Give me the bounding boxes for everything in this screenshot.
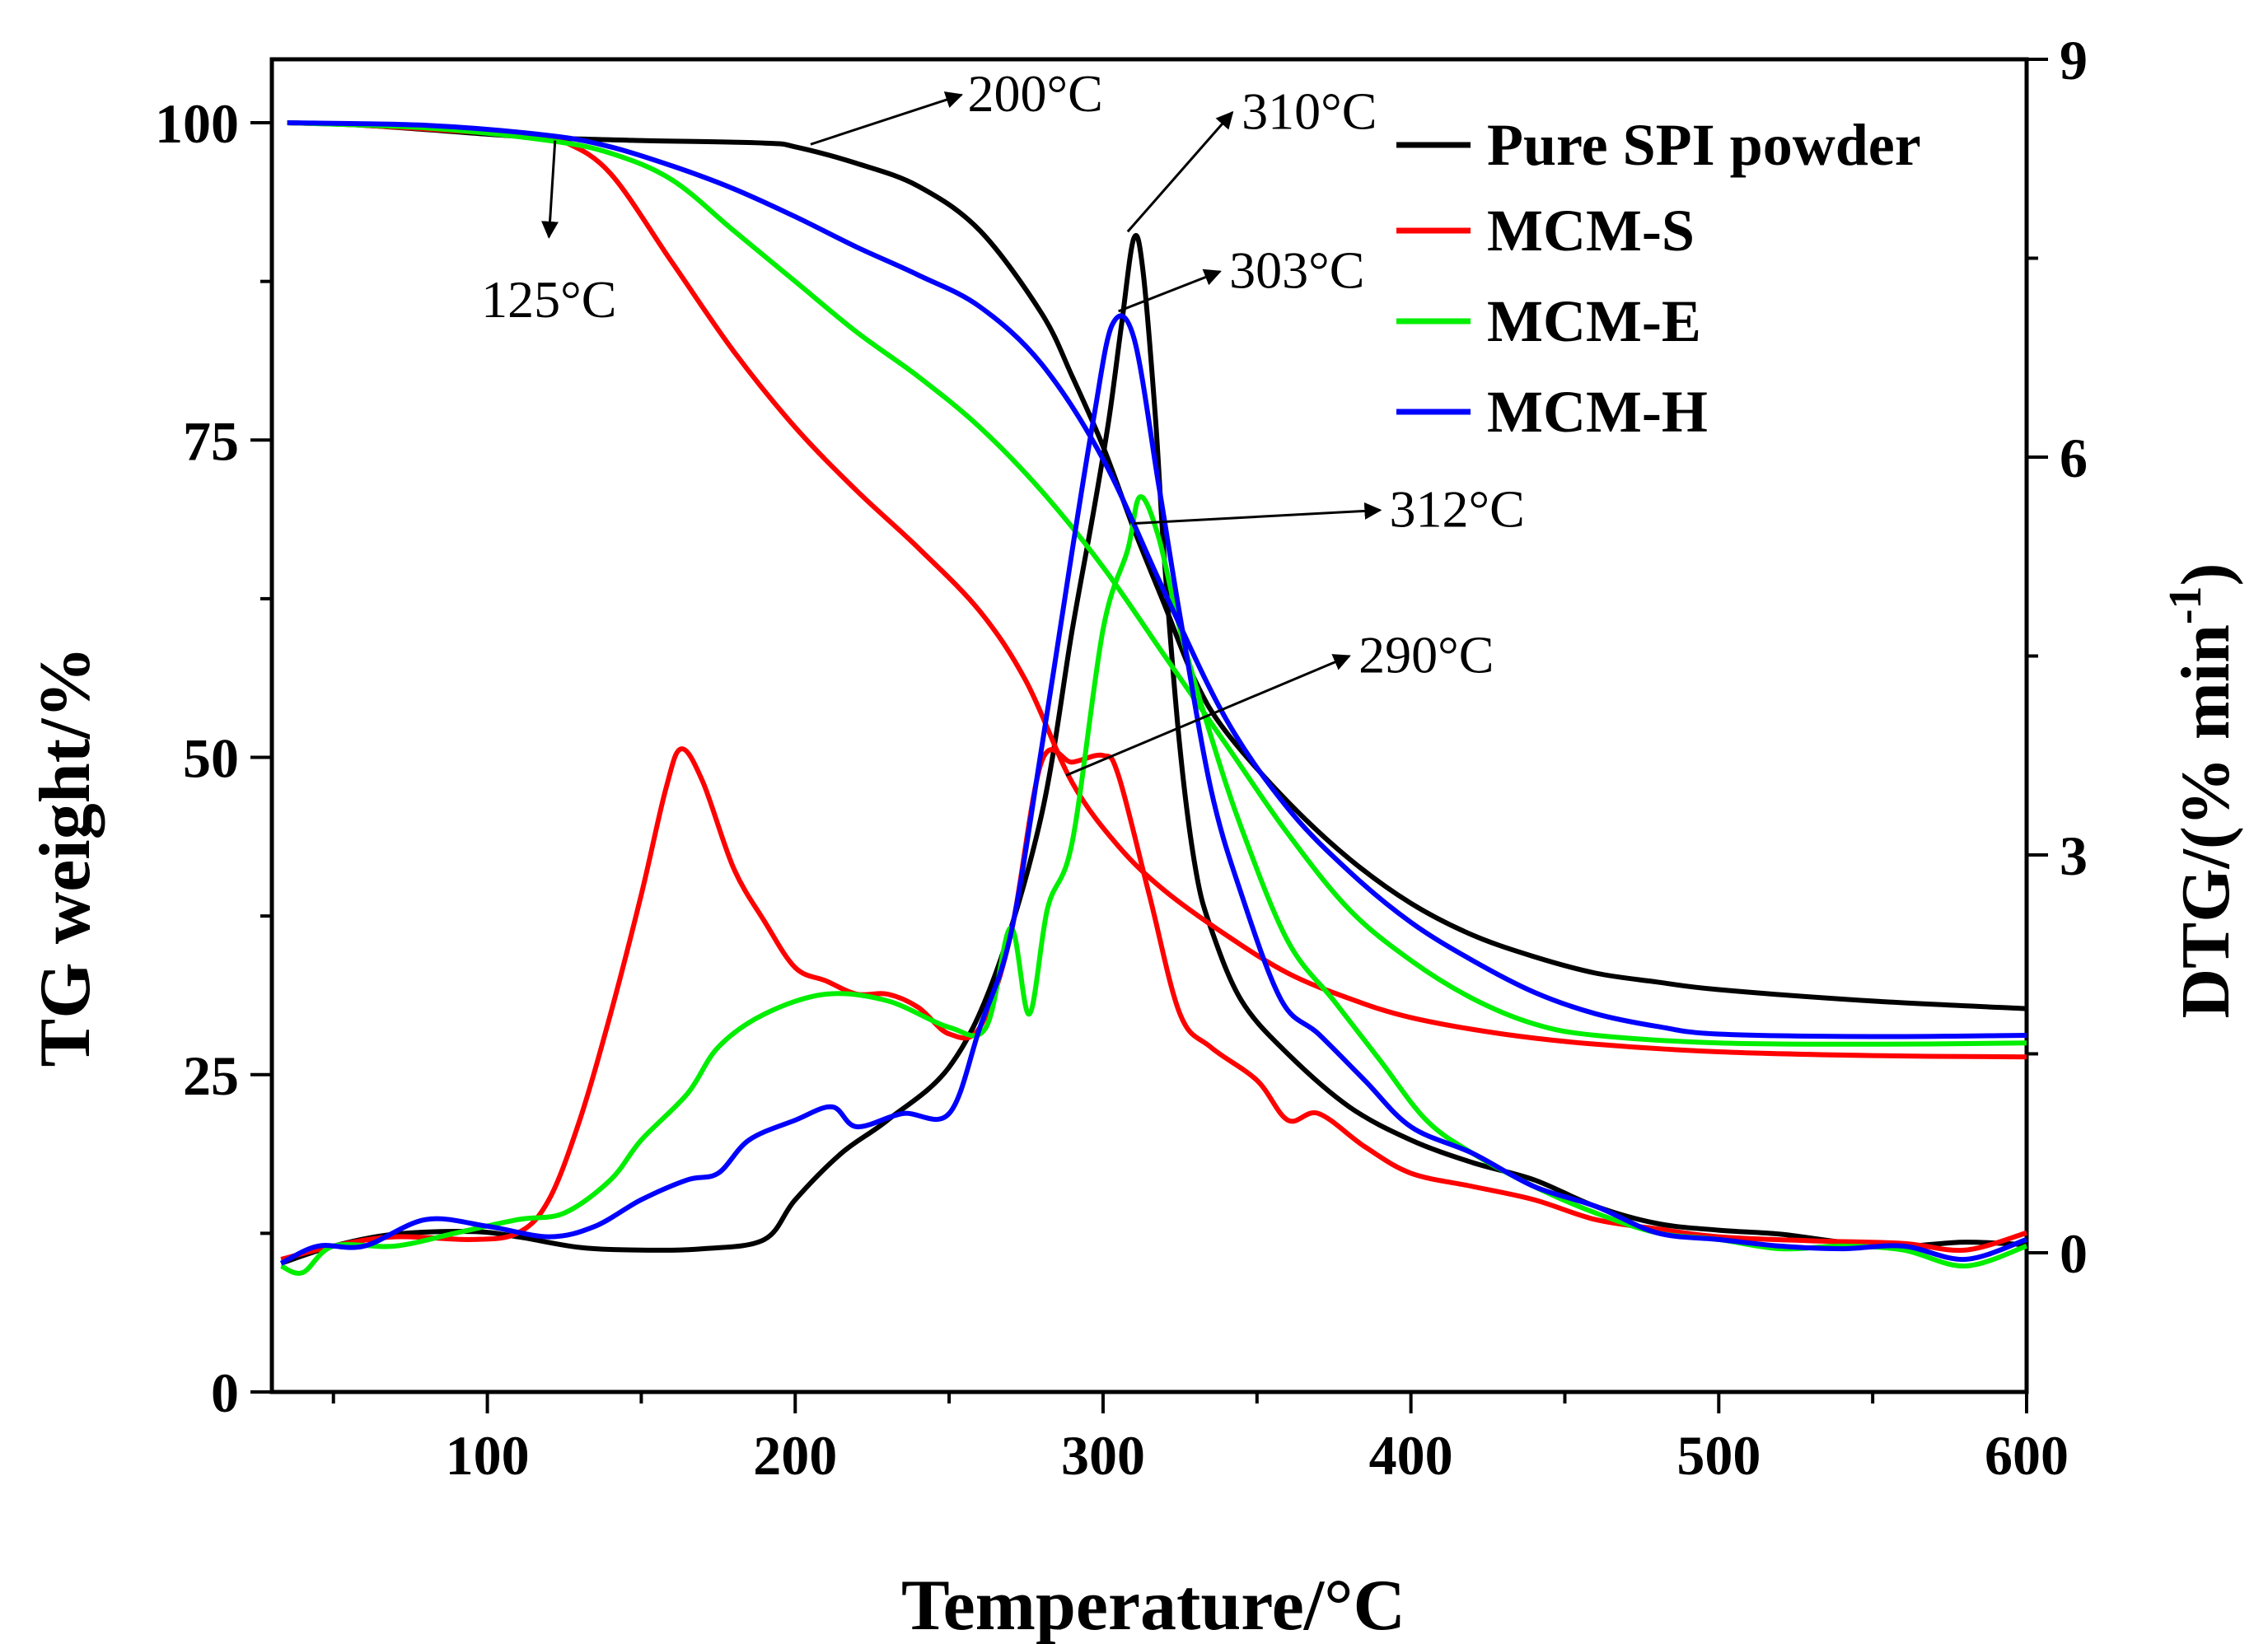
annotation-310-arrow: [1126, 110, 1234, 233]
series-layer: [279, 120, 2027, 1276]
annotation-200-arrow: [810, 91, 964, 146]
annotation-310-label: 310°C: [1242, 82, 1377, 140]
y-axis-right-title-close: ): [2167, 563, 2244, 586]
y-left-tick-label-25: 25: [183, 1044, 239, 1107]
annotation-290-arrow: [1065, 654, 1351, 777]
y-right-tick-label-9: 9: [2060, 29, 2088, 91]
annotation-303-arrow: [1118, 269, 1222, 313]
tg-curve-pure-spi-powder: [287, 120, 2027, 1011]
y-right-tick-label-6: 6: [2060, 427, 2088, 489]
annotation-layer: 200°C 125°C 310°C 303°C 312°C 290°C: [481, 64, 1525, 777]
y-left-tick-label-0: 0: [211, 1361, 239, 1424]
annotation-303-label: 303°C: [1229, 241, 1364, 300]
y-axis-right-title: DTG/(% min-1): [2160, 563, 2244, 1018]
x-tick-label-600: 600: [1985, 1424, 2069, 1487]
annotation-125-label: 125°C: [481, 270, 616, 329]
y-left-tick-label-50: 50: [183, 727, 239, 790]
x-tick-label-100: 100: [446, 1424, 530, 1487]
y-left-tick-label-75: 75: [183, 409, 239, 472]
tg-curve-mcm-h: [287, 120, 2027, 1039]
tg-curve-mcm-e: [287, 120, 2027, 1047]
annotation-290-label: 290°C: [1358, 625, 1494, 684]
axes-layer: 100 200 300 400 500 600 0 25 50 75 100 0 3 6 9: [155, 29, 2088, 1487]
x-tick-label-300: 300: [1061, 1424, 1145, 1487]
tg-curve-mcm-s: [287, 120, 2027, 1060]
y-axis-right-title-main: DTG/(% min: [2167, 624, 2244, 1018]
plot-frame: [269, 57, 2029, 1394]
legend-label-mcm-h: MCM-H: [1487, 379, 1708, 445]
y-right-tick-label-0: 0: [2060, 1222, 2088, 1285]
x-tick-label-500: 500: [1676, 1424, 1761, 1487]
annotation-125-arrow: [541, 140, 559, 239]
legend-label-mcm-e: MCM-E: [1487, 288, 1701, 354]
legend-label-pure-spi: Pure SPI powder: [1487, 112, 1921, 178]
legend-label-mcm-s: MCM-S: [1487, 198, 1695, 264]
annotation-312-label: 312°C: [1389, 479, 1524, 538]
annotation-200-label: 200°C: [968, 64, 1103, 123]
dtg-curve-mcm-h: [279, 313, 2027, 1266]
dtg-curve-mcm-s: [280, 746, 2027, 1262]
y-right-tick-label-3: 3: [2060, 824, 2088, 887]
y-left-tick-label-100: 100: [155, 92, 239, 155]
dtg-curve-mcm-e: [279, 494, 2027, 1276]
y-axis-right-title-superscript: -1: [2160, 586, 2211, 624]
x-tick-label-400: 400: [1369, 1424, 1453, 1487]
annotation-312-arrow: [1134, 502, 1382, 525]
legend: Pure SPI powder MCM-S MCM-E MCM-H: [1396, 112, 1921, 445]
dtg-curve-pure-spi-powder: [280, 232, 2027, 1266]
x-tick-label-200: 200: [753, 1424, 837, 1487]
y-axis-left-title: TG weight/%: [26, 647, 105, 1067]
x-axis-title: Temperature/°C: [901, 1566, 1405, 1644]
